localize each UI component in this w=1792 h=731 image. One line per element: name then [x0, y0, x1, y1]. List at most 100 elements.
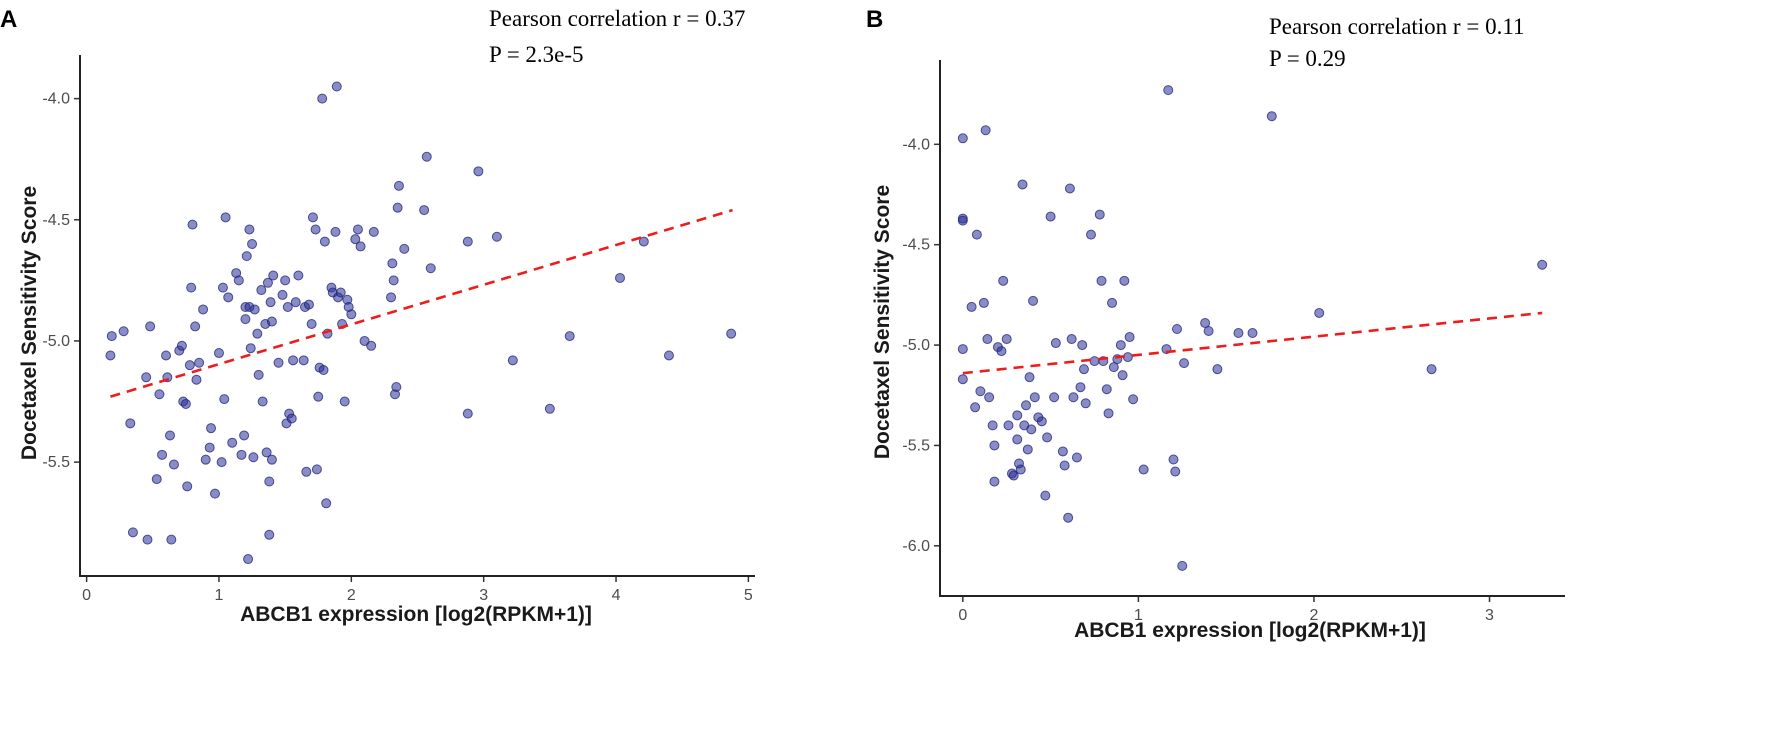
panel-b-data-point	[1117, 370, 1128, 381]
panel-b-data-point	[989, 440, 1000, 451]
panel-b-points	[957, 85, 1548, 571]
panel-a-data-point	[462, 236, 473, 247]
panel-a-data-point	[200, 454, 211, 465]
panel-a-data-point	[256, 285, 267, 296]
panel-b-data-point	[1028, 295, 1039, 306]
panel-a-data-point	[161, 350, 172, 361]
panel-a-y-tick-label: -4.5	[42, 212, 70, 229]
panel-a-data-point	[507, 355, 518, 366]
panel-a-data-point	[313, 391, 324, 402]
panel-a-data-point	[359, 335, 370, 346]
panel-b-y-tick-label: -5.0	[902, 337, 930, 354]
panel-a-data-point	[264, 476, 275, 487]
panel-b-x-axis-title: ABCB1 expression [log2(RPKM+1)]	[1074, 619, 1426, 642]
panel-b-data-point	[1128, 394, 1139, 405]
panel-b-data-point	[1247, 328, 1258, 339]
panel-a-data-point	[298, 355, 309, 366]
panel-a-data-point	[157, 449, 168, 460]
panel-a-data-point	[262, 277, 273, 288]
panel-a-data-point	[106, 331, 117, 342]
panel-b-annotation-pvalue: P = 0.29	[1269, 46, 1346, 71]
panel-b-data-point	[1138, 464, 1149, 475]
panel-a-data-point	[244, 224, 255, 235]
panel-b-data-point	[1115, 340, 1126, 351]
panel-a-y-ticks: -4.0 -4.5 -5.0 -5.5	[42, 91, 80, 471]
panel-a-data-point	[182, 481, 193, 492]
panel-b-data-point	[1089, 356, 1100, 367]
panel-b-data-point	[1177, 560, 1188, 571]
panel-a-data-point	[282, 302, 293, 313]
panel-b-data-point	[1017, 179, 1028, 190]
panel-b-y-tick-label: -4.0	[902, 136, 930, 153]
panel-a-data-point	[473, 166, 484, 177]
panel-b-data-point	[996, 346, 1007, 357]
panel-b-data-point	[1163, 85, 1174, 96]
panel-a-data-point	[190, 321, 201, 332]
panel-b-data-point	[1001, 334, 1012, 345]
panel-a-data-point	[154, 389, 165, 400]
panel-b-x-tick-label: 3	[1485, 607, 1494, 624]
panel-a-data-point	[253, 369, 264, 380]
panel-b-data-point	[1266, 111, 1277, 122]
panel-b-data-point	[957, 133, 968, 144]
panel-b-data-point	[1012, 434, 1023, 445]
panel-a-data-point	[210, 488, 220, 499]
panel-b-data-point	[1075, 382, 1086, 393]
panel-a-data-point	[293, 270, 304, 281]
panel-a-data-point	[165, 430, 175, 441]
panel-a-data-point	[350, 234, 361, 245]
panel-b-data-point	[1212, 364, 1223, 375]
panel-a-data-point	[421, 151, 432, 162]
panel-b-data-point	[998, 275, 1009, 286]
panel-b-data-point	[1170, 466, 1181, 477]
panel-b-y-tick-label: -6.0	[902, 538, 930, 555]
panel-b-data-point	[1077, 340, 1088, 351]
panel-a-data-point	[321, 498, 332, 509]
panel-a-data-point	[544, 403, 555, 414]
panel-b-data-point	[957, 374, 968, 385]
panel-a-x-tick-label: 1	[215, 587, 224, 604]
panel-b-data-point	[1022, 444, 1033, 455]
panel-b-data-point	[1003, 420, 1014, 431]
panel-b-data-point	[1050, 338, 1061, 349]
panel-b-data-point	[1426, 364, 1437, 375]
panel-a-data-point	[266, 454, 277, 465]
panel-a-data-point	[288, 355, 299, 366]
panel-a-data-point	[393, 180, 404, 191]
panel-b-regression-line	[962, 311, 1543, 375]
panel-a-data-point	[273, 357, 284, 368]
panel-b-data-point	[1107, 297, 1118, 308]
panel-b-data-point	[957, 215, 968, 226]
panel-a-data-point	[638, 236, 649, 247]
panel-a-data-point	[663, 350, 674, 361]
panel-b-x-tick-label: 1	[1134, 607, 1143, 624]
panel-a-data-point	[425, 263, 436, 274]
panel-a-data-point	[248, 452, 259, 463]
panel-a-data-point	[145, 321, 156, 332]
panel-a: A Pearson correlation r = 0.37 P = 2.3e-…	[0, 6, 755, 626]
panel-a-x-tick-label: 0	[82, 587, 91, 604]
panel-letter-a: A	[0, 6, 17, 33]
panel-a-y-tick-label: -5.5	[42, 454, 70, 471]
panel-b-data-point	[1024, 372, 1035, 383]
panel-a-data-point	[419, 205, 430, 216]
panel-b-x-tick-label: 0	[958, 607, 967, 624]
panel-b-data-point	[987, 420, 998, 431]
panel-a-data-point	[307, 212, 318, 223]
panel-b-data-point	[1049, 392, 1060, 403]
panel-a-data-point	[387, 258, 398, 269]
panel-b-data-point	[984, 392, 995, 403]
panel-b-data-point	[1040, 490, 1051, 501]
panel-b-data-point	[1068, 392, 1079, 403]
panel-a-x-tick-label: 3	[479, 587, 488, 604]
panel-a-y-tick-label: -5.0	[42, 333, 70, 350]
panel-a-data-point	[252, 328, 263, 339]
panel-a-data-point	[318, 365, 329, 376]
panel-a-data-point	[180, 398, 191, 409]
panel-b-data-point	[1119, 275, 1130, 286]
panel-a-data-point	[245, 343, 256, 354]
panel-a-data-point	[726, 328, 737, 339]
panel-a-data-point	[249, 304, 260, 315]
panel-a-data-point	[227, 437, 238, 448]
